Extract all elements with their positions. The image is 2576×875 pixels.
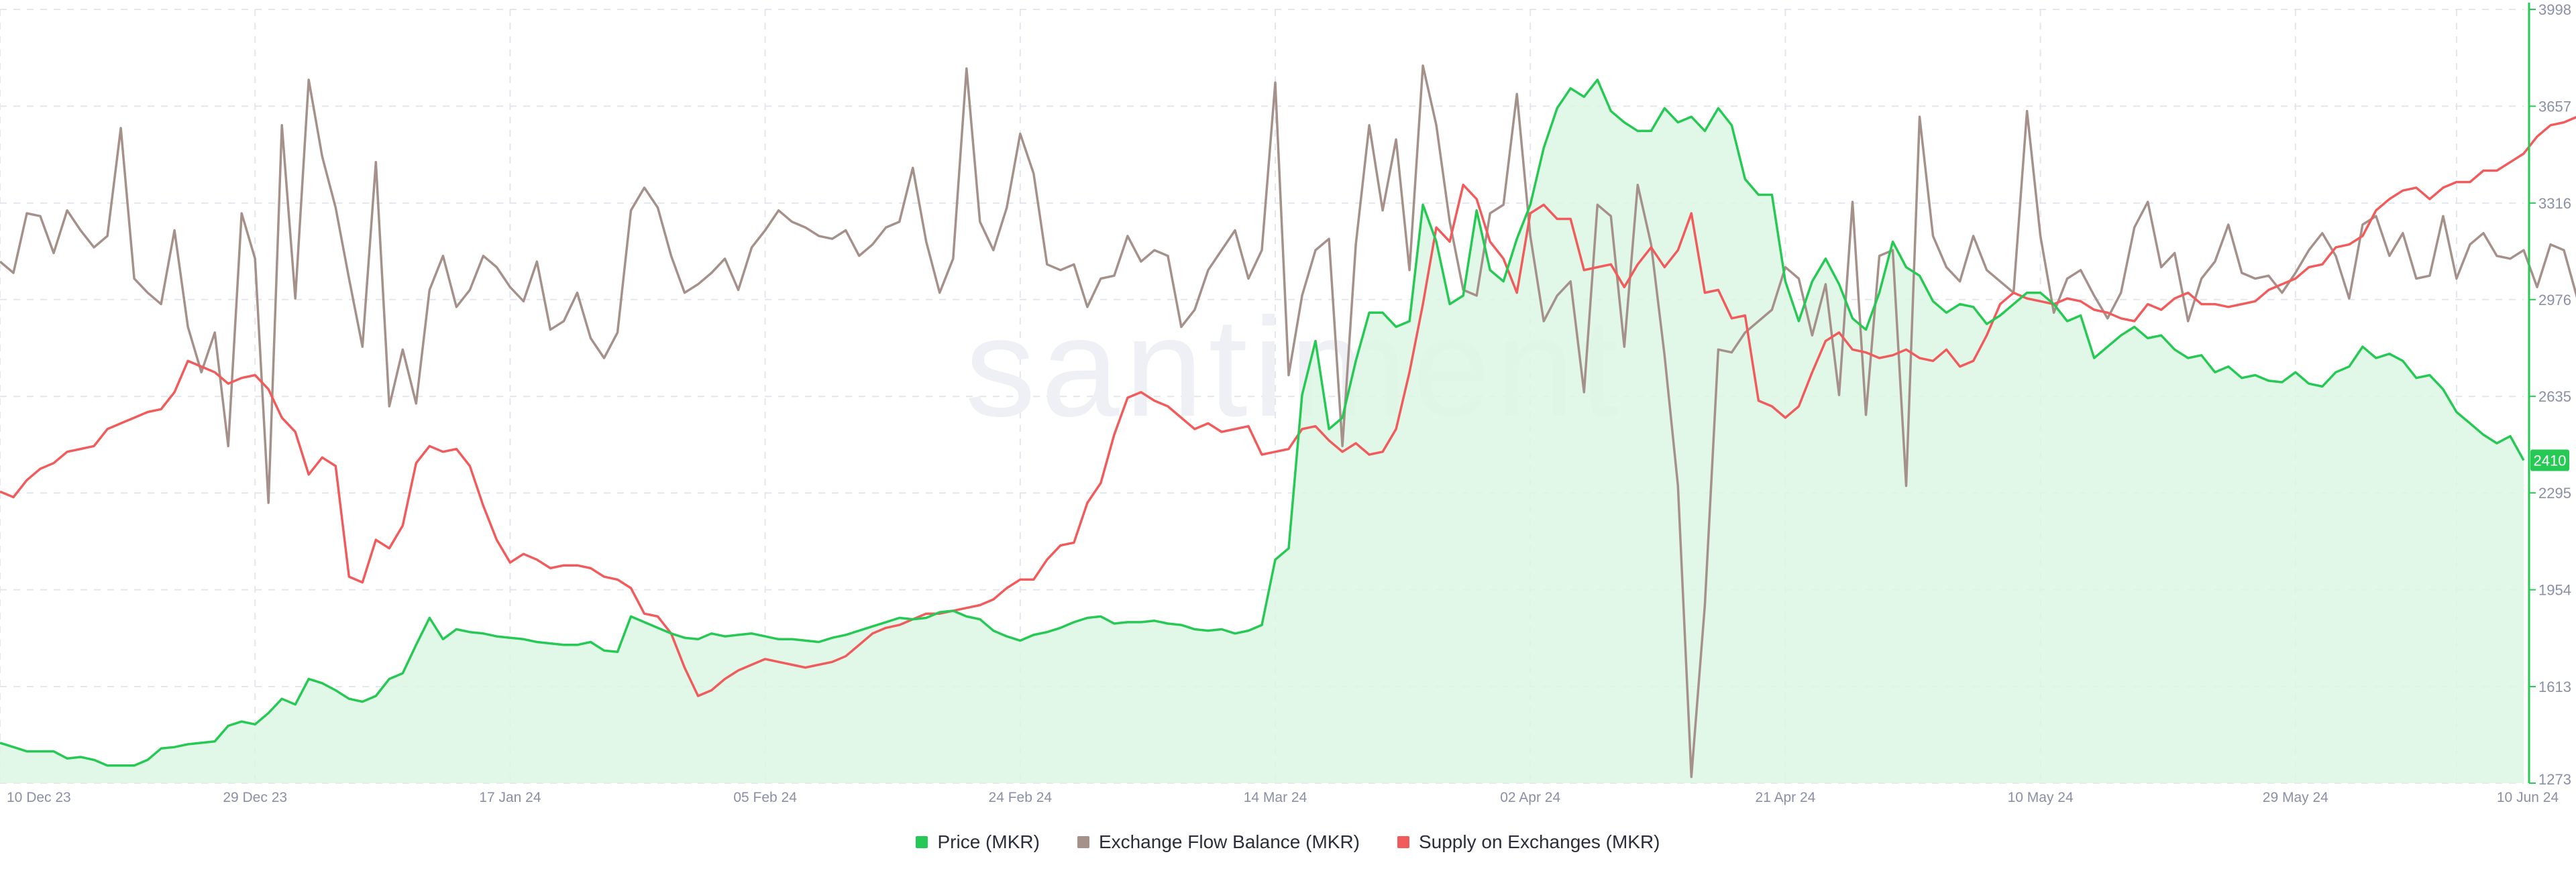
x-tick-label: 29 Dec 23 [223, 790, 287, 805]
legend-label-supply: Supply on Exchanges (MKR) [1418, 831, 1660, 852]
price-tick-label: 1954 [2538, 582, 2571, 599]
price-axis: 1273 1613 1954 2295 2635 2976 3316 3657 3998 [2528, 1, 2571, 788]
x-tick-label: 10 Jun 24 [2497, 790, 2559, 805]
legend-label-exchange-flow: Exchange Flow Balance (MKR) [1098, 831, 1360, 852]
price-tick-label: 2635 [2538, 388, 2571, 405]
x-tick-label: 05 Feb 24 [733, 790, 797, 805]
x-tick-label: 24 Feb 24 [989, 790, 1053, 805]
price-tick-label: 2295 [2538, 485, 2571, 502]
x-tick-label: 29 May 24 [2263, 790, 2328, 805]
exchange-flow-line [0, 64, 2576, 778]
price-last-value-badge: 2410 [2530, 449, 2569, 471]
price-tick-label: 1613 [2538, 679, 2571, 695]
legend-swatch-price [916, 836, 928, 848]
badge-background [2530, 449, 2569, 471]
legend-item-supply[interactable]: Supply on Exchanges (MKR) [1397, 831, 1660, 853]
legend-swatch-supply [1397, 836, 1409, 848]
legend: Price (MKR) Exchange Flow Balance (MKR) … [0, 829, 2576, 856]
price-tick-label: 1273 [2538, 771, 2571, 788]
x-tick-label: 21 Apr 24 [1755, 790, 1815, 805]
price-tick-label: 3657 [2538, 98, 2571, 115]
price-tick-label: 3998 [2538, 1, 2571, 18]
legend-item-exchange-flow[interactable]: Exchange Flow Balance (MKR) [1077, 831, 1360, 853]
legend-swatch-exchange-flow [1077, 836, 1089, 848]
x-tick-label: 02 Apr 24 [1500, 790, 1560, 805]
legend-label-price: Price (MKR) [937, 831, 1040, 852]
price-line [0, 78, 2525, 767]
x-tick-label: 10 May 24 [2008, 790, 2074, 805]
badge-text: 2410 [2534, 452, 2567, 469]
x-tick-label: 10 Dec 23 [7, 790, 71, 805]
x-axis: 10 Dec 23 29 Dec 23 17 Jan 24 05 Feb 24 24 F… [7, 790, 2559, 805]
legend-item-price[interactable]: Price (MKR) [916, 831, 1040, 853]
x-tick-label: 14 Mar 24 [1244, 790, 1307, 805]
price-tick-label: 2976 [2538, 292, 2571, 308]
price-tick-label: 3316 [2538, 195, 2571, 212]
supply-line [0, 116, 2576, 697]
x-tick-label: 17 Jan 24 [479, 790, 541, 805]
